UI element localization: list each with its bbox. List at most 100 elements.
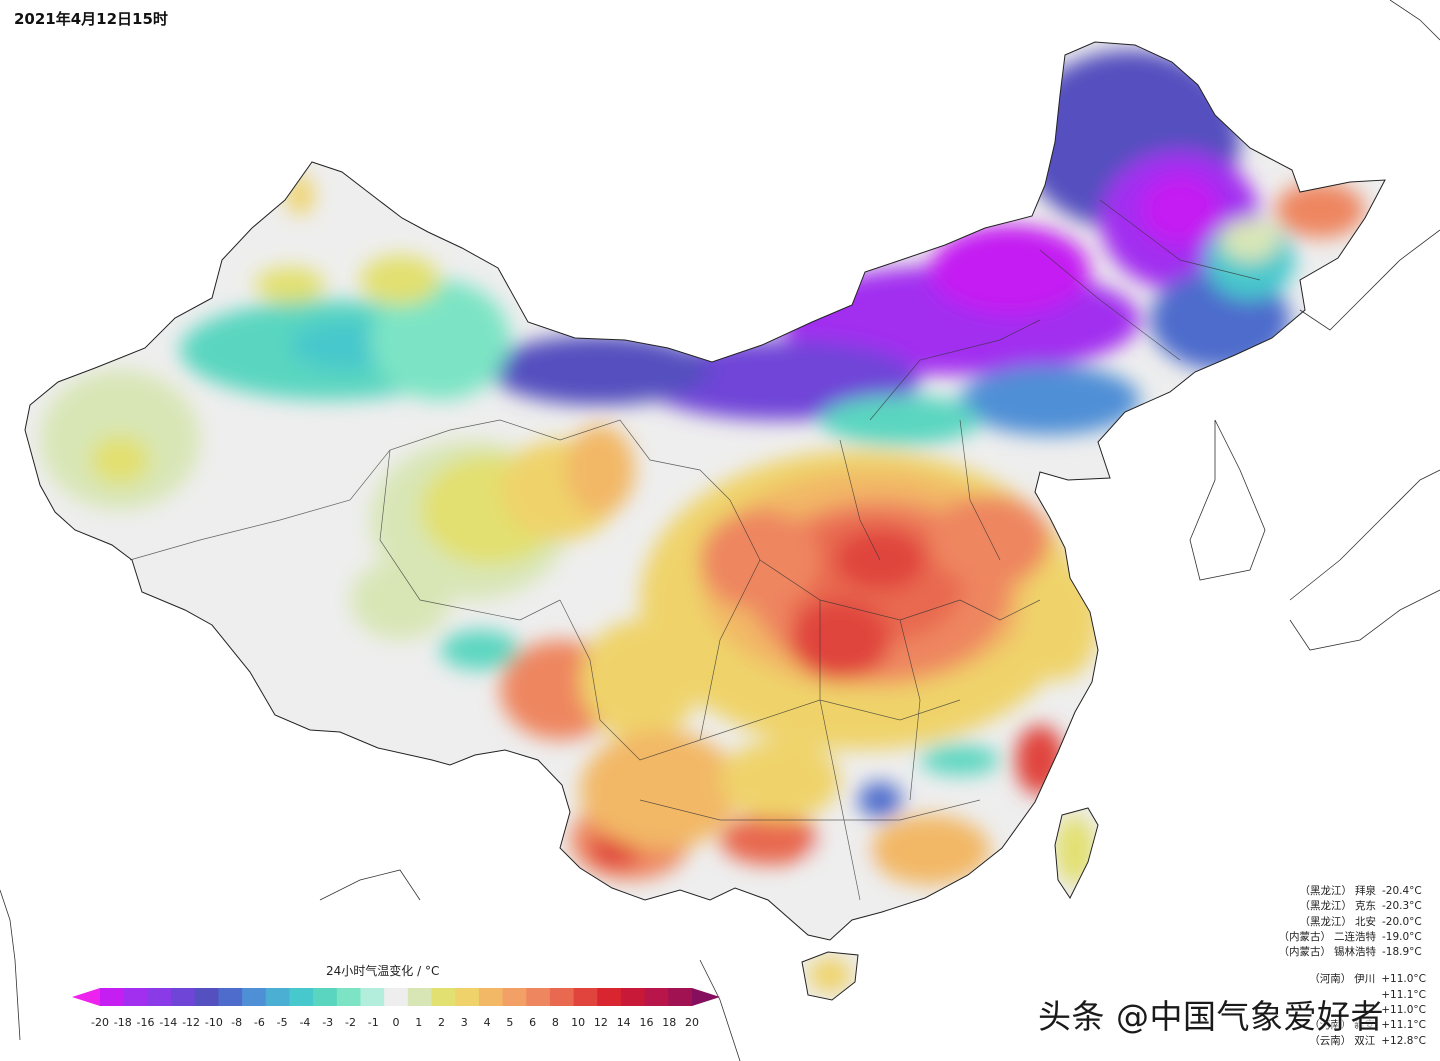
legend-tick-label: -12	[182, 1016, 201, 1029]
legend-tick-label: 2	[438, 1016, 446, 1029]
station-value: +11.1°C	[1381, 1019, 1426, 1032]
hainan-outline	[801, 951, 859, 1001]
station-value: -18.9°C	[1382, 946, 1422, 959]
station-row: （云南） 双江 +12.8°C	[1226, 1034, 1426, 1049]
legend-swatch	[194, 988, 219, 1006]
legend-swatch	[265, 988, 290, 1006]
legend-swatch	[644, 988, 669, 1006]
legend-swatch	[218, 988, 243, 1006]
legend-tick-label: 6	[529, 1016, 537, 1029]
station-row: （黑龙江） 克东 -20.3°C	[1226, 899, 1426, 914]
legend-tick-label: 0	[392, 1016, 400, 1029]
legend-tick-label: -2	[344, 1016, 356, 1029]
station-row: +11.1°C	[1226, 988, 1426, 1003]
legend-swatch	[597, 988, 622, 1006]
legend-tick-label: 10	[571, 1016, 586, 1029]
legend-swatch	[478, 988, 504, 1006]
legend-arrow-low	[72, 988, 100, 1006]
china-border	[24, 41, 1386, 941]
legend-swatch	[573, 988, 598, 1006]
station-row: （河南） 新安 +11.1°C	[1226, 1018, 1426, 1033]
legend-tick-label: 20	[685, 1016, 699, 1029]
legend-swatch	[407, 988, 433, 1006]
legend-colorbar	[72, 988, 720, 1006]
station-row: （内蒙古） 二连浩特 -19.0°C	[1226, 930, 1426, 945]
station-name: 二连浩特	[1334, 930, 1376, 943]
legend-tick-label: 4	[483, 1016, 491, 1029]
station-province: （河南）	[1309, 1019, 1352, 1032]
station-name: 双江	[1354, 1034, 1376, 1047]
station-name: 北安	[1355, 915, 1376, 928]
station-province: （河南）	[1309, 973, 1352, 986]
legend-title: 24小时气温变化 / °C	[326, 964, 440, 978]
station-value: +11.0°C	[1381, 973, 1426, 986]
legend-swatch	[549, 988, 575, 1006]
legend-tick-label: -20	[91, 1016, 109, 1029]
legend-swatch	[147, 988, 172, 1006]
legend-swatch	[100, 988, 125, 1006]
legend-tick-label: 14	[616, 1016, 631, 1029]
station-value: +11.0°C	[1381, 1004, 1426, 1017]
legend-swatch	[242, 988, 267, 1006]
station-value: +12.8°C	[1381, 1034, 1426, 1047]
station-row: （黑龙江） 拜泉 -20.4°C	[1226, 884, 1426, 899]
legend-tick-label: 8	[551, 1016, 559, 1029]
legend-swatch	[289, 988, 314, 1006]
legend-tick-label: 3	[460, 1016, 468, 1029]
legend-tick-label: -8	[231, 1016, 243, 1029]
map-timestamp: 2021年4月12日15时	[14, 10, 168, 28]
station-province: （黑龙江）	[1299, 915, 1353, 928]
station-province: （云南）	[1309, 1034, 1352, 1047]
legend-swatch	[455, 988, 480, 1006]
legend-tick-label: -1	[367, 1016, 379, 1029]
warm-station-list: （河南） 伊川 +11.0°C +11.1°C +11.0°C （河南） 新安 +11.1°C…	[1226, 972, 1426, 1048]
legend-swatch	[526, 988, 551, 1006]
station-value: -20.3°C	[1382, 900, 1422, 913]
taiwan-outline	[1054, 807, 1099, 899]
station-row: （黑龙江） 北安 -20.0°C	[1226, 915, 1426, 930]
legend-swatch	[360, 988, 385, 1006]
station-name: 锡林浩特	[1334, 946, 1376, 959]
legend-swatch	[313, 988, 338, 1006]
legend-tick-label: 18	[662, 1016, 677, 1029]
legend-tick-label: -18	[113, 1016, 132, 1029]
legend-tick-label: 1	[415, 1016, 423, 1029]
legend-tick-labels: -20 -18 -16 -14 -12 -10 -8 -6 -5 -4 -3 -2 -1 0 1 2 3 4 5 6 8…	[72, 1016, 720, 1032]
legend-tick-label: 16	[639, 1016, 654, 1029]
legend-tick-label: -5	[276, 1016, 288, 1029]
station-value: +11.1°C	[1381, 988, 1426, 1001]
legend-swatch	[336, 988, 361, 1006]
legend-swatch	[123, 988, 148, 1006]
province-borders	[129, 199, 1261, 901]
legend-tick-label: 5	[506, 1016, 514, 1029]
legend-tick-label: -10	[204, 1016, 223, 1029]
legend-tick-label: 12	[593, 1016, 608, 1029]
legend-swatch	[620, 988, 646, 1006]
watermark: 头条 @中国气象爱好者	[1038, 997, 1384, 1036]
station-extremes-panel: （黑龙江） 拜泉 -20.4°C （黑龙江） 克东 -20.3°C （黑龙江） 北安 -20.0…	[1226, 884, 1427, 1049]
legend-swatch	[384, 988, 409, 1006]
station-province: （黑龙江）	[1299, 885, 1353, 897]
station-name: 克东	[1355, 900, 1376, 913]
station-province: （内蒙古）	[1278, 946, 1332, 959]
legend-tick-label: -3	[322, 1016, 334, 1029]
station-row: +11.0°C	[1226, 1003, 1426, 1018]
station-value: -19.0°C	[1382, 930, 1422, 943]
station-province: （黑龙江）	[1299, 900, 1353, 913]
legend-swatch	[431, 988, 456, 1006]
station-row: （河南） 伊川 +11.0°C	[1226, 972, 1426, 987]
cold-station-list: （黑龙江） 拜泉 -20.4°C （黑龙江） 克东 -20.3°C （黑龙江） 北安 -20.0…	[1226, 884, 1426, 960]
station-name: 新安	[1354, 1019, 1376, 1032]
station-province: （内蒙古）	[1278, 930, 1332, 943]
legend-tick-label: -4	[299, 1016, 311, 1029]
station-name: 伊川	[1354, 973, 1376, 986]
legend-tick-label: -6	[253, 1016, 265, 1029]
station-value: -20.4°C	[1382, 885, 1422, 897]
legend-swatch	[502, 988, 527, 1006]
station-row: （内蒙古） 锡林浩特 -18.9°C	[1226, 945, 1426, 960]
legend-tick-label: -14	[159, 1016, 178, 1029]
station-name: 拜泉	[1355, 885, 1376, 897]
